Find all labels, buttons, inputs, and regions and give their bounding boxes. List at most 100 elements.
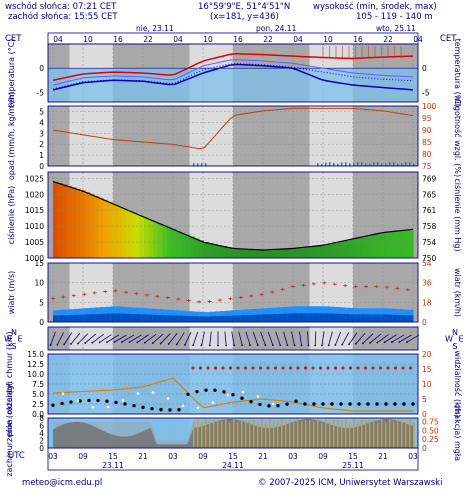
wind-speed-core [319,313,325,322]
precip-bar [381,163,383,166]
wind-dir-arrowhead [167,343,170,345]
wind-speed-core [397,314,404,322]
pressure-ylabel-left: ciśnienie (hPa) [6,186,16,244]
cloud-layer-dot [366,402,370,406]
pressure-slice [194,238,200,258]
fog-bar [197,419,199,448]
pressure-slice [84,191,91,258]
wind-dir-arrowhead [321,344,323,347]
bottom-date-label: 25.11 [342,461,364,470]
wind-dir-e-right: E [458,335,463,344]
wind_dir-night-bg [113,327,190,350]
wind-speed-core [371,314,377,322]
fog-bar [305,420,307,448]
cloud-white-dot [61,392,65,396]
wind-dir-arrowhead [121,341,123,343]
temp-ytick-right: -5 [422,88,430,97]
pressure-slice [299,247,305,258]
fog-bar [353,419,355,448]
wind-dir-arrowhead [391,341,393,343]
pressure-slice [248,249,255,258]
wind-dir-arrowhead [106,341,108,344]
wind-speed-core [53,315,59,322]
cloud-top-dot [243,366,248,370]
wind-dir-arrow [299,331,302,346]
fog-bar [225,419,227,448]
bottom-date-label: 24.11 [222,461,244,470]
wind-speed-core [246,315,252,322]
precip-bar [373,162,375,166]
cloud-top-dot [371,366,375,370]
wind-dir-arrow [184,332,192,345]
tz-bottom: UTC [8,451,25,461]
temp-ytick-left: 0 [39,64,44,73]
pressure-slice [66,185,72,258]
wind-dir-n-right: N [452,328,458,337]
fog-bar [345,419,347,448]
wind-dir-arrowhead [91,341,94,344]
top-hour-label: 16 [233,35,243,44]
fog-bar [385,422,387,448]
pressure-slice [75,188,81,258]
wind-speed-core [339,313,346,322]
cloud-top-dot [228,366,233,370]
wind-speed-core [350,314,357,322]
wind-speed-core [251,314,257,322]
pressure-ytick-right: 769 [422,174,437,183]
pressure-slice [326,244,332,258]
wind-dir-arrow [209,331,212,346]
fog-bar [413,422,415,448]
wind-dir-arrowhead [63,343,66,346]
wind-ytick-left: 10 [34,279,44,288]
bottom-hour-label: 03 [408,452,418,461]
cloud-ytick-left: 4 [39,429,44,438]
pressure-slice [176,230,182,258]
wind-dir-arrowhead [128,341,131,344]
cloud-white-dot [196,406,200,410]
wind-dir-arrowhead [84,342,87,344]
wind-dir-arrow [168,332,178,345]
wind-dir-arrow [362,333,374,344]
pressure-ylabel-right: ciśnienie (mm Hg) [453,178,463,251]
bottom-hour-label: 21 [258,452,268,461]
footer-email[interactable]: meteo@icm.edu.pl [22,478,102,488]
heights-values: 105 - 119 - 140 m [356,12,433,22]
cloud-top-dot [236,366,240,370]
fog-bar [405,422,407,448]
wind-dir-arrowhead [348,343,350,346]
cloud-top-dot [213,366,218,370]
cloud-white-dot [181,404,185,408]
pressure-slice [335,242,341,258]
wind-dir-arrowhead [307,344,310,347]
top-day-label: wto, 25.11 [376,24,416,33]
cloud-layer-dot [303,402,307,406]
pressure-slice [403,230,410,258]
precip-bar [193,163,195,166]
wind-dir-arrow [369,333,382,344]
pressure-ytick-left: 1000 [25,254,44,263]
cloud-white-dot [211,401,215,404]
wind-dir-arrowhead [200,344,203,347]
pressure-slice [244,249,250,258]
top-hour-label: 04 [53,35,63,44]
pressure-slice [62,184,68,258]
wind-dir-arrow [252,331,259,346]
cloud-top-dot [221,366,225,370]
fog-bar [289,419,291,448]
wind-speed-core [402,315,409,322]
cloud-layer-dot [285,402,289,406]
pressure-slice [385,232,391,258]
top-hour-label: 16 [113,35,123,44]
wind-dir-arrow [224,331,227,346]
fog-bar [285,421,287,448]
fog-bar [221,421,223,448]
pressure-slice [340,241,346,258]
humidity-ytick-right: 95 [422,114,432,123]
wind-dir-arrow [176,332,185,345]
pressure-ytick-right: 754 [422,238,437,247]
precip-bar [413,163,415,166]
pressure-slice [394,231,400,258]
wind-dir-arrowhead [341,343,344,346]
wind-speed-core [392,314,398,322]
wind-speed-core [329,313,336,322]
